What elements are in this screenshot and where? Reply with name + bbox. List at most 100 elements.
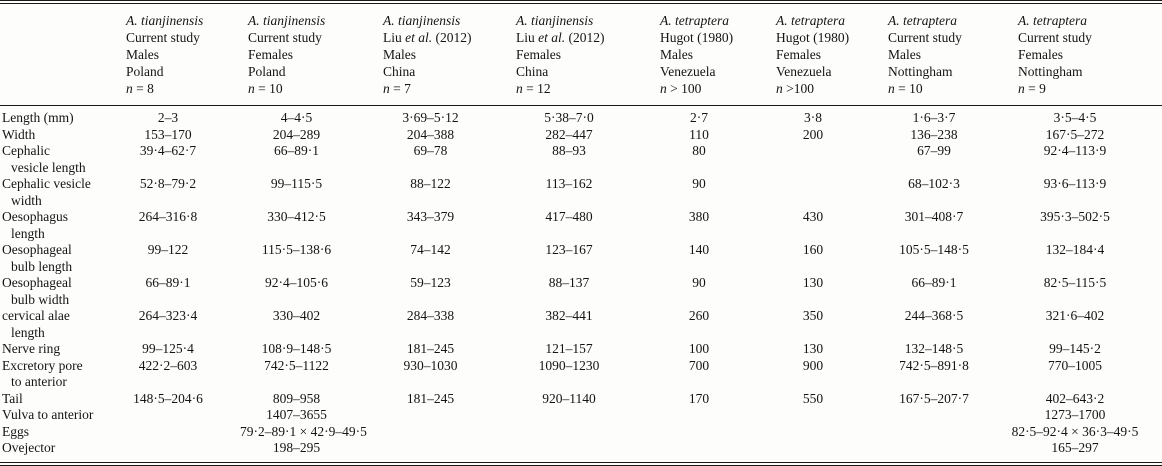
measurement-value: 244–368·5 bbox=[904, 308, 964, 323]
measurement-value: 99–145·2 bbox=[1049, 341, 1101, 356]
measurement-value: 136–238 bbox=[910, 126, 958, 142]
measurement-value bbox=[652, 424, 768, 441]
measurement-value: 550 bbox=[802, 390, 824, 406]
measurement-value: 2·7 bbox=[690, 110, 708, 125]
measurement-value: 770–1005 bbox=[1048, 357, 1102, 373]
sample-size: n = 10 bbox=[248, 81, 283, 96]
location-label: Venezuela bbox=[660, 64, 716, 79]
column-header-8: A. tetraptera Current study Females Notting… bbox=[1010, 2, 1162, 106]
measurement-value bbox=[880, 440, 1010, 464]
measurement-value bbox=[880, 424, 1010, 441]
measurement-value: 402–643·2 bbox=[1045, 390, 1105, 406]
measurement-value: 3·5–4·5 bbox=[1053, 110, 1097, 125]
location-label: China bbox=[383, 64, 416, 79]
measurement-value: 181–245 bbox=[406, 341, 455, 356]
measurement-value: 121–157 bbox=[545, 341, 593, 356]
measurement-value: 1090–1230 bbox=[538, 357, 600, 373]
sex-label: Females bbox=[516, 47, 561, 62]
measurement-value: 204–289 bbox=[272, 126, 321, 142]
table-row: Oesophagus length 264–316·8 330–412·5 343–37… bbox=[0, 209, 1162, 242]
table-row: Oesophageal bulb width 66–89·1 92·4–105·6 59… bbox=[0, 275, 1162, 308]
measurement-value bbox=[118, 440, 240, 464]
measurement-value: 700 bbox=[688, 357, 710, 373]
measurement-value: 1273–1700 bbox=[1044, 407, 1106, 422]
table-row: Excretory pore to anterior 422·2–603 742·5–… bbox=[0, 358, 1162, 391]
measurement-value: 260 bbox=[688, 308, 710, 323]
measurement-value: 113–162 bbox=[545, 176, 593, 191]
measurement-value: 74–142 bbox=[410, 242, 451, 257]
species-name: A. tianjinensis bbox=[126, 13, 204, 28]
row-label: Cephalic vesicle length bbox=[2, 143, 86, 175]
measurement-value: 99–122 bbox=[147, 242, 189, 257]
measurement-value bbox=[652, 440, 768, 464]
measurement-value: 3·69–5·12 bbox=[402, 110, 459, 125]
measurement-value: 170 bbox=[688, 390, 710, 406]
measurement-value: 88–137 bbox=[548, 275, 590, 290]
table-row: Tail 148·5–204·6 809–958 181–245 920–1140 170… bbox=[0, 391, 1162, 408]
measurement-value: 165–297 bbox=[1051, 440, 1099, 455]
measurement-value bbox=[768, 176, 880, 209]
measurement-value: 3·8 bbox=[804, 110, 822, 125]
measurement-value bbox=[652, 407, 768, 424]
measurement-value: 59–123 bbox=[410, 275, 451, 290]
measurement-value: 5·38–7·0 bbox=[544, 110, 594, 125]
species-name: A. tianjinensis bbox=[248, 13, 326, 28]
row-label: Oesophagus length bbox=[2, 209, 68, 241]
column-header-3: A. tianjinensis Liu et al. (2012) Males Chi… bbox=[375, 2, 508, 106]
measurement-value: 167·5–272 bbox=[1045, 126, 1105, 142]
measurement-value: 264–316·8 bbox=[138, 209, 198, 224]
measurement-value bbox=[118, 424, 240, 441]
study-source: Current study bbox=[888, 30, 962, 45]
measurement-value bbox=[375, 424, 508, 441]
measurement-value: 90 bbox=[692, 176, 706, 191]
measurement-value: 108·9–148·5 bbox=[261, 341, 332, 356]
measurement-value bbox=[375, 440, 508, 464]
measurement-value: 330–412·5 bbox=[267, 209, 326, 224]
measurement-value: 2–3 bbox=[157, 110, 179, 125]
sample-size: n = 12 bbox=[516, 81, 551, 96]
measurement-value bbox=[508, 440, 652, 464]
row-label: Ovejector bbox=[2, 440, 56, 455]
table-row: Length (mm) 2–3 4–4·5 3·69–5·12 5·38–7·0 2·7 3… bbox=[0, 106, 1162, 127]
measurement-value: 1·6–3·7 bbox=[912, 110, 956, 125]
measurement-value: 900 bbox=[802, 357, 824, 373]
row-label: Oesophageal bulb length bbox=[2, 242, 73, 274]
study-source: Hugot (1980) bbox=[660, 30, 734, 45]
measurement-value: 99–115·5 bbox=[270, 176, 323, 191]
column-header-7: A. tetraptera Current study Males Nottingha… bbox=[880, 2, 1010, 106]
measurement-value: 66–89·1 bbox=[911, 275, 957, 290]
sex-label: Males bbox=[660, 47, 693, 62]
measurement-value: 99–125·4 bbox=[142, 341, 194, 356]
location-label: Nottingham bbox=[888, 64, 953, 79]
measurement-value: 380 bbox=[688, 209, 710, 224]
measurement-value: 88–93 bbox=[552, 143, 586, 158]
column-header-5: A. tetraptera Hugot (1980) Males Venezuela n… bbox=[652, 2, 768, 106]
study-source: Hugot (1980) bbox=[776, 30, 850, 45]
measurement-value: 284–338 bbox=[406, 308, 455, 323]
species-name: A. tetraptera bbox=[776, 13, 845, 28]
sample-size: n = 8 bbox=[126, 81, 154, 96]
measurement-value: 68–102·3 bbox=[908, 176, 960, 191]
study-source: Liu et al. (2012) bbox=[516, 30, 605, 45]
measurement-value: 204–388 bbox=[406, 126, 455, 142]
sex-label: Females bbox=[248, 47, 293, 62]
measurement-value: 742·5–1122 bbox=[264, 357, 329, 373]
sample-size: n >100 bbox=[776, 81, 814, 96]
measurement-value: 742·5–891·8 bbox=[899, 357, 969, 373]
measurement-value: 79·2–89·1 × 42·9–49·5 bbox=[240, 423, 367, 439]
sex-label: Females bbox=[1018, 47, 1063, 62]
species-name: A. tetraptera bbox=[888, 13, 957, 28]
sample-size: n = 9 bbox=[1018, 81, 1046, 96]
row-label: Excretory pore to anterior bbox=[2, 357, 83, 390]
measurement-value: 82·5–115·5 bbox=[1043, 275, 1107, 290]
measurement-value: 69–78 bbox=[413, 143, 448, 158]
measurement-value: 132–184·4 bbox=[1045, 242, 1105, 257]
row-label-header bbox=[0, 2, 118, 106]
measurement-value: 100 bbox=[688, 341, 710, 356]
sample-size: n = 10 bbox=[888, 81, 923, 96]
measurement-value: 395·3–502·5 bbox=[1040, 209, 1110, 224]
location-label: China bbox=[516, 64, 549, 79]
table-row: Cephalic vesicle length 39·4–62·7 66–89·1 69… bbox=[0, 143, 1162, 176]
row-label: cervical alae length bbox=[2, 308, 70, 340]
